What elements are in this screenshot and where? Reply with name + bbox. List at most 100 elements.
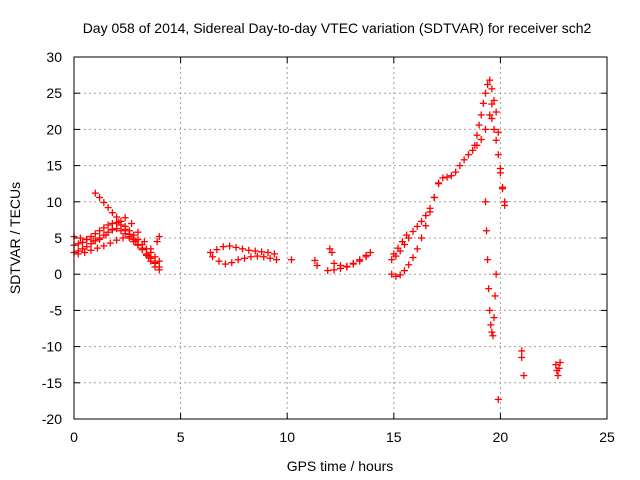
data-point [337, 264, 344, 272]
y-tick-label: 5 [54, 230, 62, 246]
data-point [130, 231, 138, 239]
data-point [128, 220, 136, 228]
data-point [518, 347, 526, 355]
data-point [221, 260, 229, 268]
y-tick-label: -5 [50, 302, 63, 318]
data-point [134, 228, 142, 236]
grid-lines [74, 57, 607, 419]
data-point [413, 222, 421, 230]
data-point [100, 224, 108, 232]
data-point [496, 169, 504, 177]
data-point [245, 246, 253, 254]
data-point [104, 204, 112, 212]
series-sat-track-n [481, 198, 500, 340]
data-point [226, 242, 234, 250]
data-point [492, 136, 500, 144]
data-point [388, 256, 396, 264]
data-point [100, 199, 108, 207]
y-tick-label: 0 [54, 266, 62, 282]
data-point [486, 76, 494, 84]
data-point [147, 245, 155, 253]
series-sat-track-e [74, 233, 159, 267]
data-point [119, 234, 127, 242]
data-point [209, 253, 217, 261]
data-point [488, 85, 496, 93]
data-point [96, 235, 104, 243]
y-tick-label: 20 [46, 121, 62, 137]
data-point [418, 234, 426, 242]
data-point [487, 321, 495, 329]
data-point [324, 267, 332, 275]
data-point [108, 209, 116, 217]
data-point [87, 246, 95, 254]
data-point [469, 146, 477, 154]
data-point [113, 213, 121, 221]
series-sat-track-l [390, 231, 411, 258]
data-point [489, 332, 497, 340]
data-point [96, 227, 104, 235]
data-point [477, 111, 485, 119]
data-point [366, 248, 374, 256]
data-point [356, 256, 364, 264]
data-point [102, 231, 110, 239]
data-point [362, 251, 370, 259]
data-point [494, 128, 502, 136]
y-tick-label: 15 [46, 158, 62, 174]
data-point [473, 131, 481, 139]
x-tick-label: 20 [493, 429, 509, 445]
y-tick-label: 30 [46, 49, 62, 65]
data-point [392, 272, 400, 280]
data-point [79, 245, 87, 253]
y-tick-label: -20 [42, 411, 62, 427]
data-point [83, 235, 91, 243]
data-point [343, 262, 351, 270]
data-point [96, 193, 104, 201]
data-point [206, 248, 214, 256]
y-tick-label: 25 [46, 85, 62, 101]
data-point [258, 248, 266, 256]
data-point [125, 233, 133, 241]
data-point [501, 198, 509, 206]
data-point [494, 151, 502, 159]
tick-labels: 0 5 10 15 20 25 -20 -15 -10 -5 0 5 10 15 20 25 30 [42, 49, 615, 445]
data-point [81, 248, 89, 256]
data-point [456, 162, 464, 170]
data-point [556, 359, 564, 367]
data-point [313, 262, 321, 270]
data-point [491, 292, 499, 300]
data-point [260, 253, 268, 261]
data-point [439, 174, 447, 182]
data-point [388, 270, 396, 278]
y-tick-label: -10 [42, 339, 62, 355]
data-point [155, 233, 163, 241]
x-tick-label: 15 [386, 429, 402, 445]
data-point [121, 214, 129, 222]
series-sat-track-i [324, 248, 374, 275]
data-point [403, 231, 411, 239]
data-point [241, 254, 249, 262]
plot-frame [73, 56, 608, 420]
data-point [492, 270, 500, 278]
series-sat-track-g [209, 252, 281, 268]
data-point [409, 227, 417, 235]
data-points [70, 76, 564, 403]
data-point [76, 234, 84, 242]
data-point [108, 225, 116, 233]
data-point [104, 221, 112, 229]
data-point [413, 245, 421, 253]
data-point [477, 136, 485, 144]
data-point [409, 254, 417, 262]
data-point [253, 252, 261, 260]
data-point [219, 243, 227, 251]
data-point [132, 237, 140, 245]
series-sat-track-f [206, 242, 278, 258]
series-sat-track-o [488, 115, 509, 206]
data-point [273, 256, 281, 264]
data-point [74, 240, 82, 248]
data-point [287, 256, 295, 264]
data-point [155, 257, 163, 265]
data-point [326, 245, 334, 253]
data-point [494, 395, 502, 403]
data-point [145, 253, 153, 261]
